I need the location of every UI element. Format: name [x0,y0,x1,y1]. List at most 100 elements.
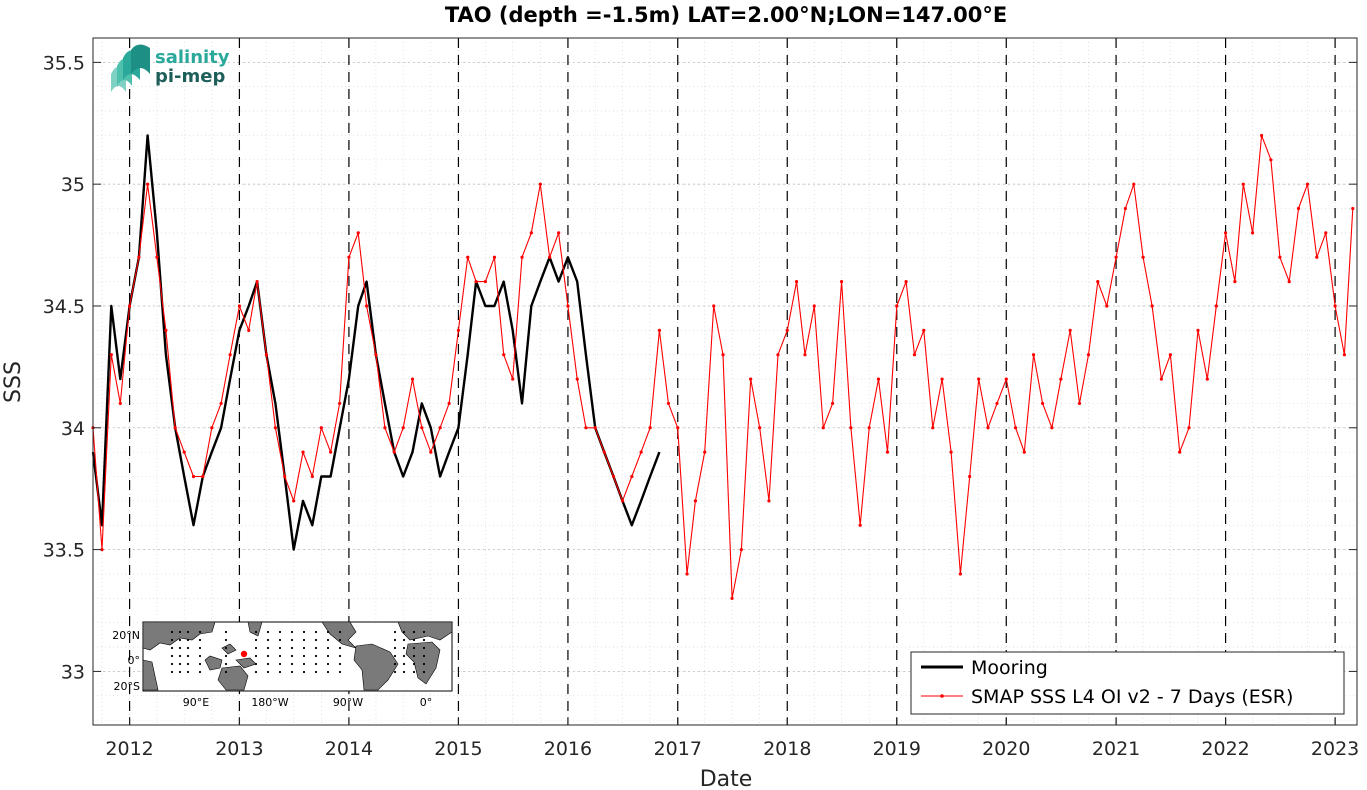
series-point-smap [912,353,917,357]
series-point-smap [803,353,807,357]
inset-mooring-dot [412,638,416,642]
inset-mooring-dot [314,654,318,658]
series-point-smap [867,426,871,430]
inset-mooring-dot [278,670,282,674]
inset-mooring-dot [402,630,406,634]
inset-mooring-dot [412,662,416,666]
inset-mooring-dot [198,654,202,658]
x-tick-label: 2021 [1092,738,1140,760]
series-point-smap [593,426,597,430]
series-point-smap [1214,304,1218,308]
series-point-smap [273,426,278,430]
series-point-smap [1233,280,1237,284]
legend-marker-smap [940,694,944,698]
y-axis-label: SSS [1,361,26,403]
series-point-smap [310,474,314,479]
inset-mooring-dot [278,638,282,642]
series-point-smap [219,401,223,406]
series-point-smap [575,377,579,381]
series-point-smap [1259,133,1264,138]
series-point-smap [1168,353,1172,357]
series-point-smap [1141,255,1145,259]
series-point-smap [1187,426,1191,430]
inset-mooring-dot [422,670,426,674]
legend-label-smap: SMAP SSS L4 OI v2 - 7 Days (ESR) [971,686,1293,708]
inset-lat-20s: 20°S [114,680,140,693]
series-point-smap [821,426,825,430]
series-point-smap [1324,231,1328,235]
series-point-smap [1159,377,1163,381]
series-point-smap [602,450,606,454]
inset-lon-0: 0° [420,696,433,709]
series-point-smap [1096,280,1100,284]
inset-mooring-dot [393,670,397,674]
inset-mooring-dot [266,662,270,666]
inset-mooring-dot [338,670,342,674]
series-point-smap [128,304,132,308]
inset-mooring-dot [186,646,190,650]
inset-mooring-dot [170,630,174,634]
inset-mooring-dot [266,638,270,642]
chart-title: TAO (depth =-1.5m) LAT=2.00°N;LON=147.00… [445,3,1007,27]
series-point-smap [210,426,214,430]
series-point-smap [182,450,186,454]
series-point-smap [329,450,333,454]
inset-lat-20n: 20°N [112,629,140,642]
inset-mooring-dot [170,638,174,642]
series-point-smap [685,572,689,576]
series-point-smap [155,255,159,259]
inset-mooring-dot [412,630,416,634]
inset-mooring-dot [338,638,342,642]
series-point-smap [730,596,734,600]
series-point-smap [858,523,862,527]
inset-mooring-dot [186,670,190,674]
series-point-smap [247,328,251,332]
series-point-smap [483,280,488,284]
inset-mooring-dot [178,646,182,650]
series-point-smap [401,426,405,430]
series-point-smap [666,401,671,406]
series-point-smap [995,401,999,406]
series-point-smap [292,499,296,503]
inset-mooring-dot [266,654,270,658]
y-tick-label: 33 [61,661,85,683]
inset-mooring-dot [170,670,174,674]
series-point-smap [1342,353,1346,357]
series-point-smap [922,328,926,332]
series-point-smap [1287,280,1291,284]
inset-mooring-dot [422,646,426,650]
inset-mooring-dot [393,654,397,658]
inset-mooring-dot [338,646,342,650]
inset-mooring-dot [186,662,190,666]
inset-mooring-dot [254,670,258,674]
series-point-smap [712,304,716,308]
inset-mooring-dot [338,654,342,658]
inset-mooring-dot [412,670,416,674]
x-tick-label: 2014 [325,738,373,760]
inset-mooring-dot [314,670,318,674]
y-tick-label: 35.5 [43,52,85,74]
series-point-smap [812,304,816,308]
series-point-smap [749,377,753,381]
series-point-smap [456,328,461,332]
series-point-smap [968,474,972,479]
inset-mooring-dot [178,662,182,666]
inset-lat-0: 0° [128,654,141,667]
series-point-smap [620,499,625,503]
series-point-smap [347,255,351,259]
x-tick-label: 2022 [1201,738,1249,760]
series-point-smap [1278,255,1282,259]
inset-mooring-dot [178,638,182,642]
inset-mooring-dot [290,638,294,642]
inset-mooring-dot [170,662,174,666]
inset-map-land [142,621,453,691]
series-point-smap [264,353,269,357]
series-point-smap [1114,255,1118,259]
series-point-smap [703,450,707,454]
inset-map: 20°N 0° 20°S 90°E 180°W 90°W 0° [112,621,453,709]
inset-mooring-dot [186,630,190,634]
series-point-smap [1022,450,1026,454]
series-point-smap [1059,377,1063,381]
inset-mooring-dot [402,638,406,642]
